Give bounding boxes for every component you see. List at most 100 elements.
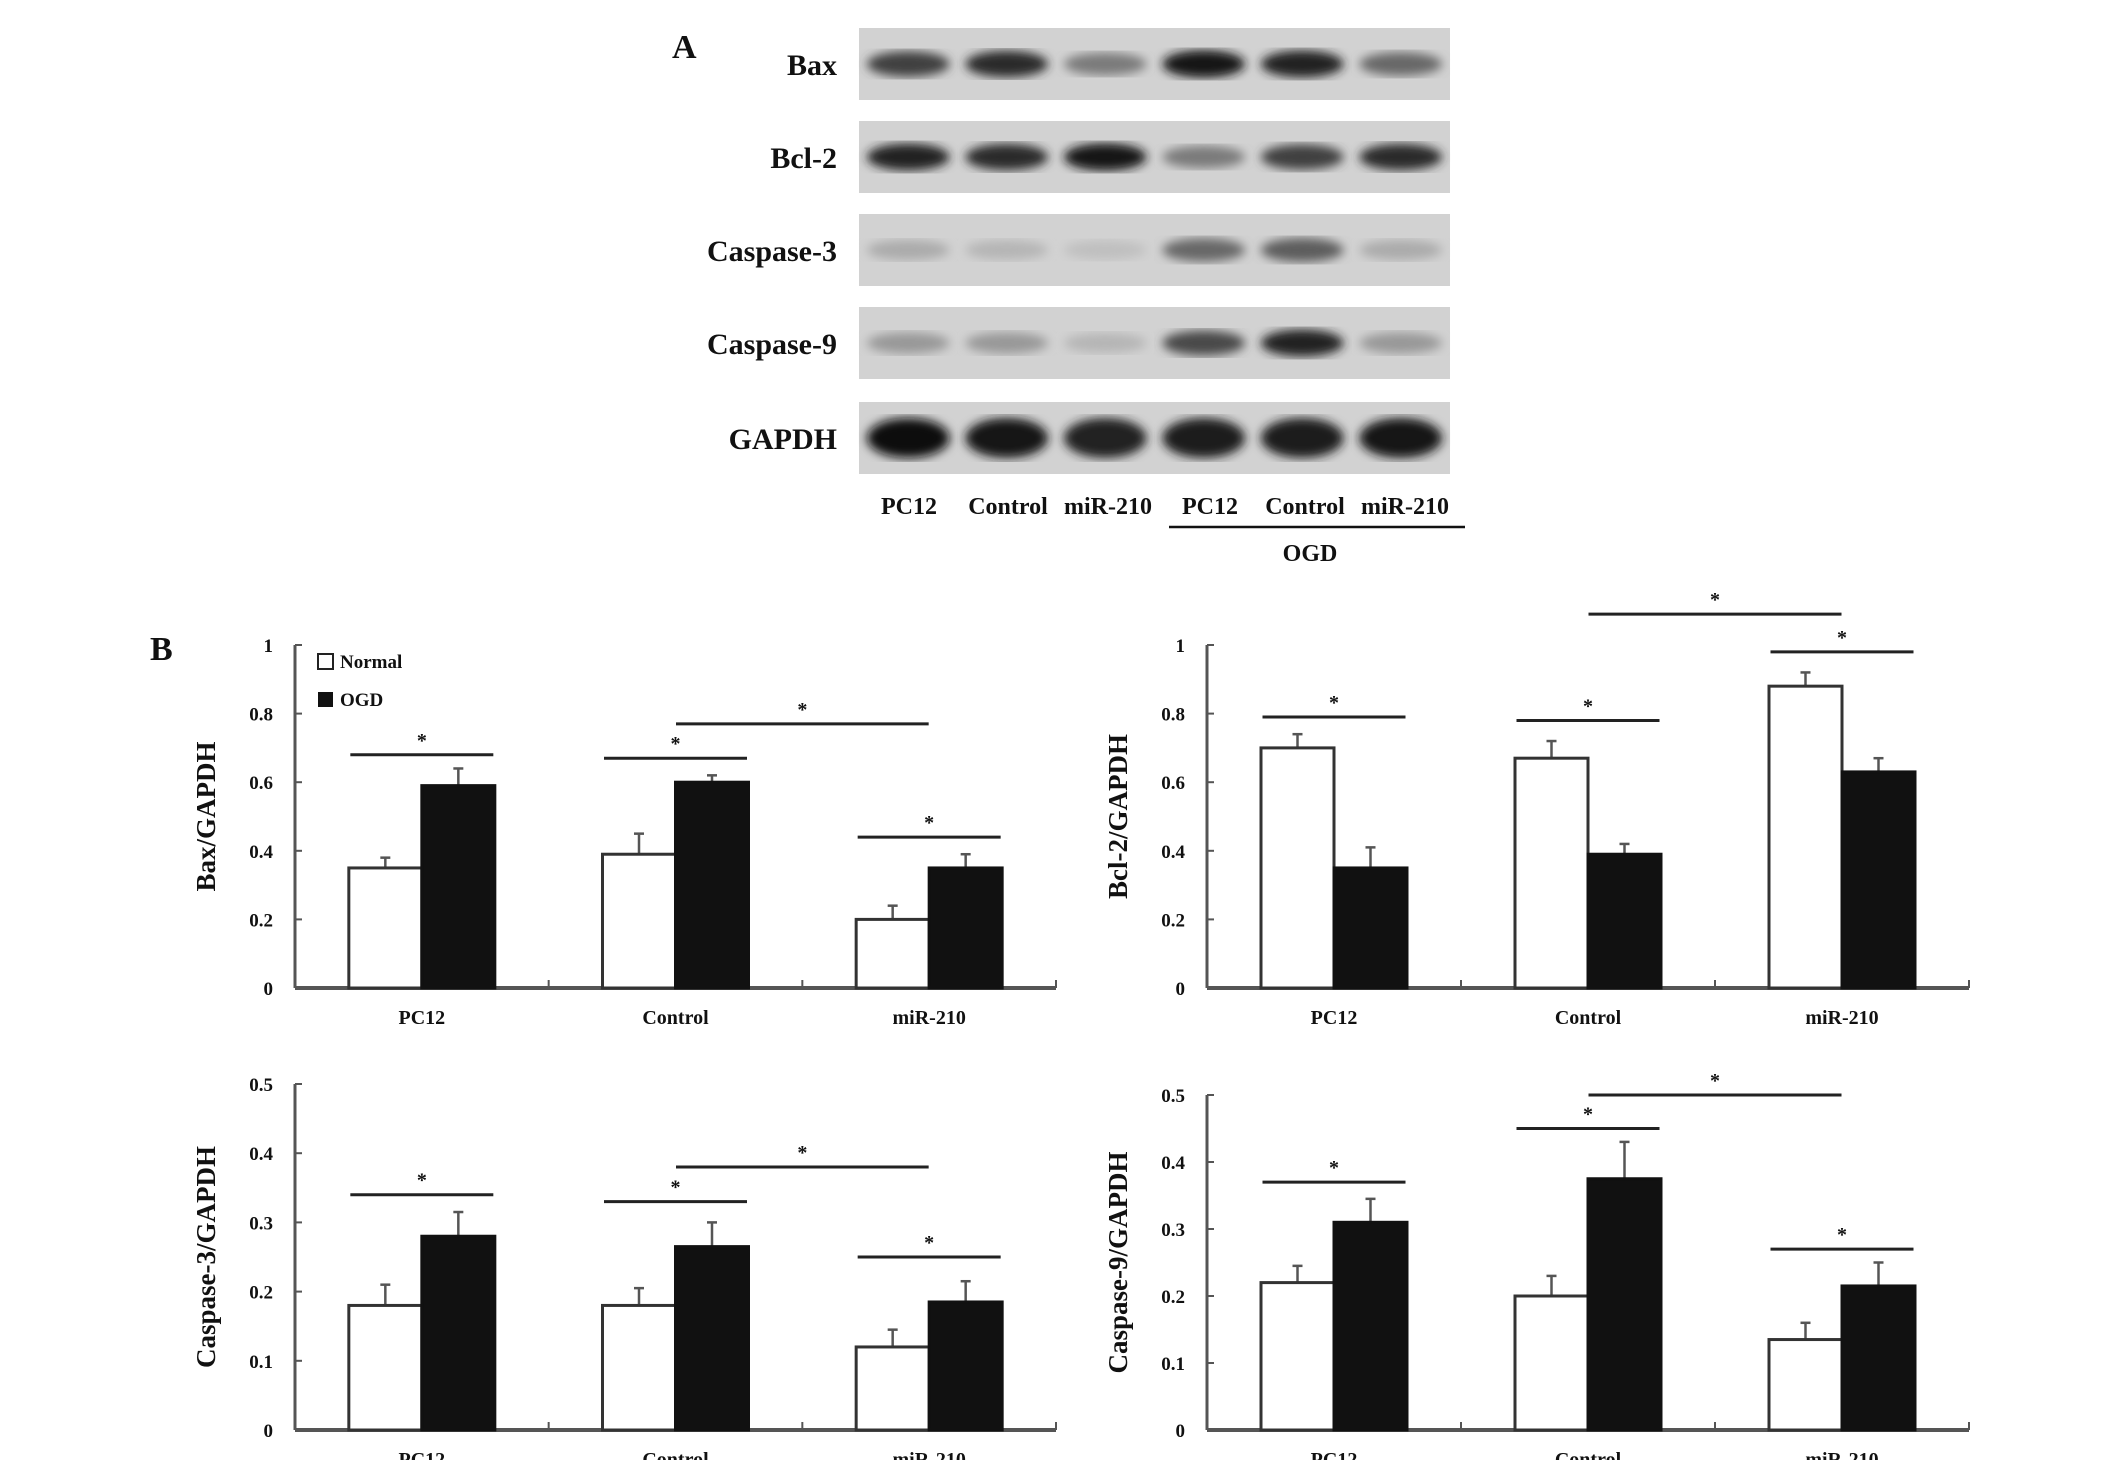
- blot-band: [866, 143, 950, 171]
- blot-band: [1359, 52, 1443, 76]
- significance-mark: *: [924, 1232, 934, 1254]
- y-tick-label: 0.1: [1161, 1354, 1185, 1375]
- blot-strip: [859, 28, 1450, 100]
- y-tick-label: 1: [1176, 636, 1186, 657]
- bar-normal: [1767, 1338, 1844, 1432]
- blot-band: [1162, 238, 1246, 262]
- significance-mark: *: [1710, 1070, 1720, 1092]
- blot-band: [1162, 145, 1246, 169]
- significance-mark: *: [797, 1142, 807, 1164]
- lane-label: miR-210: [1064, 494, 1152, 520]
- significance-mark: *: [1837, 1224, 1847, 1246]
- panel-a-label: A: [672, 29, 697, 66]
- x-tick-label: Control: [1555, 1449, 1622, 1460]
- y-tick-label: 0.1: [249, 1352, 273, 1373]
- significance-mark: *: [671, 1177, 681, 1199]
- significance-mark: *: [1710, 589, 1720, 611]
- bar-normal: [1259, 1281, 1336, 1432]
- blot-band: [1063, 333, 1147, 353]
- lane-label: PC12: [1182, 494, 1238, 520]
- western-blot-panel: Bax Bcl-2 Caspase-3 Caspase-9 GAPDH: [707, 28, 1450, 474]
- bar-ogd: [1586, 852, 1663, 990]
- y-axis-label: Caspase-3/GAPDH: [191, 1146, 221, 1368]
- legend: Normal OGD: [317, 652, 402, 711]
- lane-label: Control: [968, 494, 1048, 520]
- y-tick-label: 0.6: [1161, 773, 1185, 794]
- blot-band: [1359, 143, 1443, 171]
- lane-labels: PC12 Control miR-210 PC12 Control miR-210: [881, 494, 1449, 520]
- chart-3: 0 0.1 0.2 0.3 0.4 0.5 Caspase-3/GAPDH PC12 Contr…: [191, 1075, 1057, 1460]
- blot-band: [1162, 330, 1246, 356]
- x-tick-label: Control: [642, 1007, 709, 1029]
- lane-label: PC12: [881, 494, 937, 520]
- blot-band: [1359, 240, 1443, 260]
- legend-swatch-normal: [317, 653, 334, 670]
- blot-band: [1063, 52, 1147, 76]
- significance-mark: *: [671, 733, 681, 755]
- y-tick-label: 0.2: [249, 910, 273, 931]
- y-tick-label: 0.8: [249, 705, 273, 726]
- significance-mark: *: [417, 730, 427, 752]
- y-tick-label: 0: [1176, 1421, 1186, 1442]
- y-axis-label: Bcl-2/GAPDH: [1103, 734, 1133, 899]
- x-tick-label: PC12: [398, 1449, 445, 1460]
- blot-strip: [859, 214, 1450, 286]
- x-tick-label: Control: [642, 1449, 709, 1460]
- lane-label: miR-210: [1361, 494, 1449, 520]
- y-tick-label: 0.8: [1161, 705, 1185, 726]
- y-tick-label: 0.3: [249, 1213, 273, 1234]
- blot-band: [866, 240, 950, 260]
- legend-label-normal: Normal: [340, 652, 402, 673]
- y-tick-label: 0: [1176, 979, 1186, 1000]
- x-tick-label: miR-210: [1805, 1449, 1878, 1460]
- blot-band: [1260, 238, 1344, 262]
- bar-ogd: [927, 866, 1004, 990]
- y-tick-label: 0.2: [1161, 910, 1185, 931]
- blot-band: [1162, 418, 1246, 458]
- significance-mark: *: [1837, 627, 1847, 649]
- lane-label: Control: [1265, 494, 1345, 520]
- chart-1: 0 0.2 0.4 0.6 0.8 1 Bax/GAPDH PC12 Control miR-21…: [191, 636, 1057, 1029]
- bar-ogd: [1840, 1284, 1917, 1432]
- significance-mark: *: [1329, 1157, 1339, 1179]
- bar-normal: [347, 1303, 424, 1432]
- x-tick-label: PC12: [1311, 1007, 1358, 1029]
- y-tick-label: 0.4: [249, 842, 273, 863]
- significance-mark: *: [1583, 695, 1593, 717]
- blot-label: Caspase-9: [707, 328, 837, 361]
- blot-band: [965, 240, 1049, 260]
- x-tick-label: PC12: [398, 1007, 445, 1029]
- blot-band: [965, 332, 1049, 354]
- y-tick-label: 1: [264, 636, 274, 657]
- significance-mark: *: [1583, 1104, 1593, 1126]
- y-tick-label: 0.5: [1161, 1086, 1185, 1107]
- blot-band: [1260, 418, 1344, 458]
- blot-label: Caspase-3: [707, 235, 837, 268]
- bar-normal: [601, 852, 677, 990]
- blot-label: GAPDH: [729, 423, 837, 456]
- bar-ogd: [1586, 1177, 1663, 1432]
- y-tick-label: 0.4: [1161, 1153, 1185, 1174]
- ogd-group-label: OGD: [1283, 541, 1338, 567]
- blot-band: [1260, 144, 1344, 170]
- blot-label: Bax: [787, 49, 837, 82]
- x-tick-label: miR-210: [893, 1449, 966, 1460]
- bar-normal: [854, 917, 931, 990]
- y-tick-label: 0: [264, 979, 274, 1000]
- blot-strip: [859, 307, 1450, 379]
- blot-label: Bcl-2: [770, 142, 837, 175]
- blot-band: [965, 418, 1049, 458]
- y-tick-label: 0.5: [249, 1075, 273, 1096]
- bar-ogd: [674, 1245, 750, 1432]
- blot-band: [1063, 143, 1147, 171]
- y-tick-label: 0.6: [249, 773, 273, 794]
- blot-band: [866, 51, 950, 77]
- bar-normal: [601, 1303, 677, 1432]
- blot-band: [1260, 50, 1344, 78]
- blot-band: [965, 50, 1049, 78]
- blot-band: [1063, 418, 1147, 458]
- bar-normal: [1513, 756, 1590, 990]
- significance-mark: *: [797, 699, 807, 721]
- chart-4: 0 0.1 0.2 0.3 0.4 0.5 Caspase-9/GAPDH PC12 Contr…: [1103, 1070, 1970, 1460]
